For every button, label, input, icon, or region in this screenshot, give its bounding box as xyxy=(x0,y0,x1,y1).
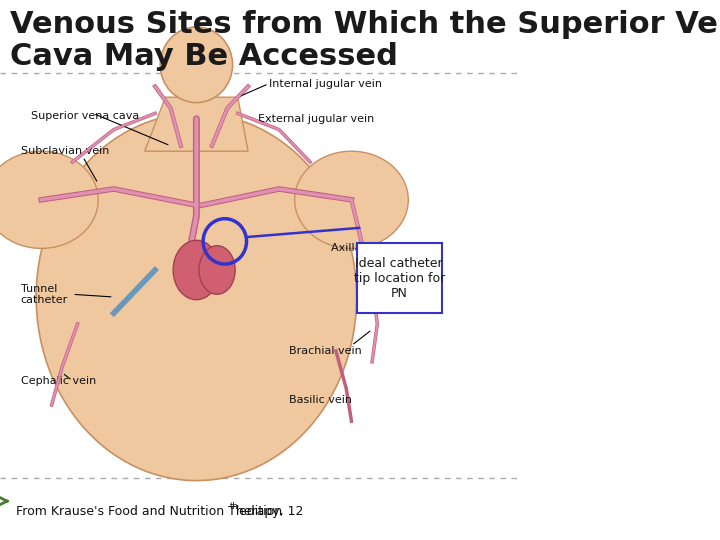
FancyBboxPatch shape xyxy=(356,243,442,313)
Text: Venous Sites from Which the Superior Vena: Venous Sites from Which the Superior Ven… xyxy=(10,10,720,39)
Text: Internal jugular vein: Internal jugular vein xyxy=(269,79,382,89)
Ellipse shape xyxy=(36,113,356,481)
Text: External jugular vein: External jugular vein xyxy=(258,114,374,124)
Circle shape xyxy=(161,27,233,103)
Text: Tunnel
catheter: Tunnel catheter xyxy=(21,284,68,305)
Ellipse shape xyxy=(173,240,220,300)
Text: th: th xyxy=(230,502,238,511)
Text: Axillary vein: Axillary vein xyxy=(330,244,400,253)
Text: Subclavian vein: Subclavian vein xyxy=(21,146,109,156)
Text: edition: edition xyxy=(235,505,282,518)
Text: Cava May Be Accessed: Cava May Be Accessed xyxy=(10,42,398,71)
Text: Cephalic vein: Cephalic vein xyxy=(21,376,96,386)
Text: Basilic vein: Basilic vein xyxy=(289,395,352,404)
Text: Superior vena cava: Superior vena cava xyxy=(31,111,139,121)
Text: Brachial vein: Brachial vein xyxy=(289,346,362,356)
Ellipse shape xyxy=(199,246,235,294)
Text: From Krause's Food and Nutrition Therapy, 12: From Krause's Food and Nutrition Therapy… xyxy=(16,505,303,518)
Ellipse shape xyxy=(294,151,408,248)
Polygon shape xyxy=(145,97,248,151)
Text: Ideal catheter
tip location for
PN: Ideal catheter tip location for PN xyxy=(354,256,445,300)
Ellipse shape xyxy=(0,151,98,248)
